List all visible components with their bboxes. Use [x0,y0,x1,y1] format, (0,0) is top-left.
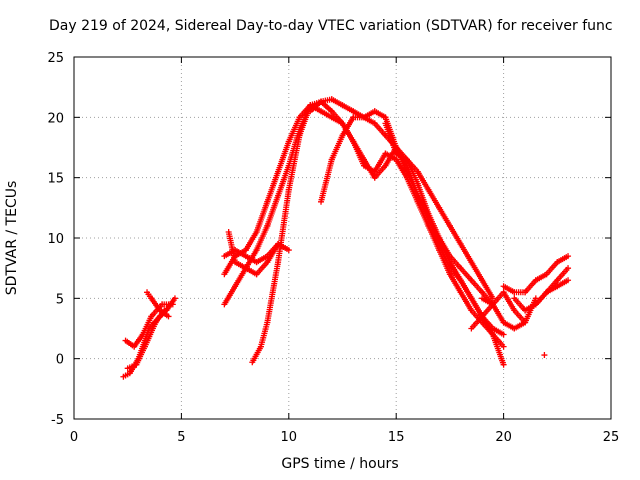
y-tick-label: 20 [47,111,64,126]
y-tick-label: 5 [56,292,64,307]
data-point [532,295,539,302]
data-point [285,247,292,254]
series-track-2 [122,301,176,350]
data-points [120,96,572,380]
x-tick-label: 25 [603,430,620,445]
series-track-11 [318,114,496,302]
axes [73,56,612,420]
x-tick-label: 15 [388,430,405,445]
y-tick-label: 15 [47,172,64,187]
series-track-10 [307,96,507,338]
series-track-9 [249,102,314,366]
series-track-15 [500,253,572,296]
data-point [541,352,548,359]
y-tick-label: 25 [47,51,64,66]
tick-labels: 0 5 10 15 20 25 -5 0 5 10 15 20 25 [47,51,619,445]
y-tick-label: 10 [47,232,64,247]
x-tick-label: 10 [281,430,298,445]
data-point [165,313,172,320]
x-tick-label: 5 [177,430,185,445]
data-point [565,253,572,260]
series-track-6 [221,102,507,350]
y-tick-label: 0 [56,353,64,368]
x-axis-label: GPS time / hours [281,456,399,472]
data-point [500,361,507,368]
y-axis-label: SDTVAR / TECUs [4,180,20,296]
data-point [171,295,178,302]
series-track-18 [541,352,548,359]
series-track-17 [532,277,572,308]
y-tick-label: -5 [51,413,64,428]
x-tick-label: 20 [495,430,512,445]
data-point [565,277,572,284]
data-point [489,295,496,302]
series-track-8 [225,228,282,278]
series-track-4 [144,289,172,320]
grid-lines [74,57,611,419]
data-point [307,102,314,109]
series-track-16 [511,265,572,314]
x-tick-label: 0 [70,430,78,445]
series-track-13 [468,289,529,332]
chart-title: Day 219 of 2024, Sidereal Day-to-day VTE… [49,18,613,34]
data-point [500,343,507,350]
data-point [500,331,507,338]
data-point [565,265,572,272]
data-point [169,301,176,308]
